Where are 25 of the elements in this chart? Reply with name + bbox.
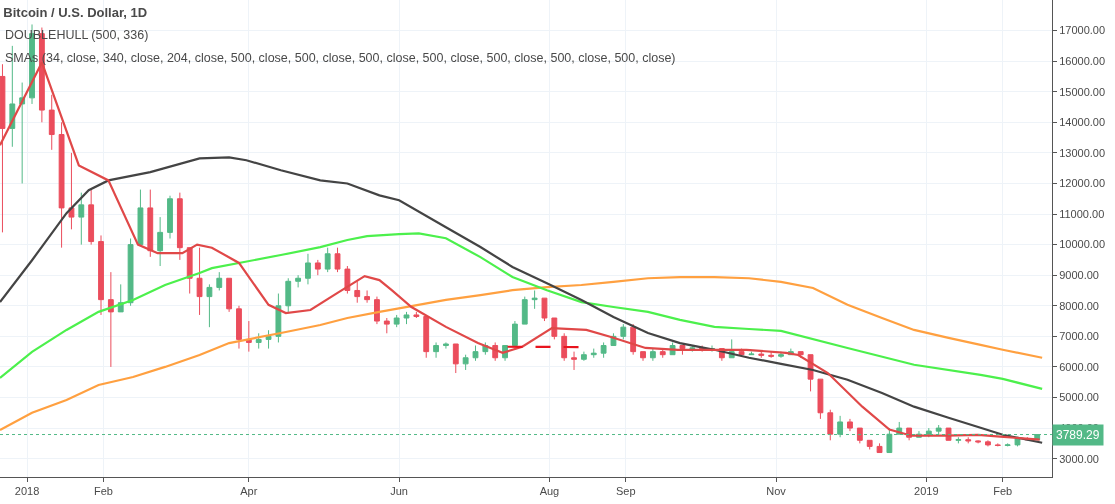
y-tick-label: 5000.00 [1059,391,1099,404]
y-tick-label: 7000.00 [1059,330,1099,343]
ref-line-label: 3789.29 [1056,428,1100,442]
x-tick-label: 2019 [914,485,939,498]
y-tick-label: 8000.00 [1059,299,1099,312]
y-tick-label: 16000.00 [1059,55,1106,67]
x-tick-label: Feb [993,485,1013,498]
x-tick-label: Nov [766,485,787,498]
y-tick-label: 6000.00 [1059,360,1099,373]
y-tick-label: 10000.00 [1059,238,1106,251]
y-tick-label: 14000.00 [1059,116,1106,129]
y-tick-label: 9000.00 [1059,269,1099,282]
y-tick-label: 17000.00 [1059,24,1106,37]
x-tick-label: 2018 [14,485,40,498]
chart-title: Bitcoin / U.S. Dollar, 1D [3,4,148,20]
x-tick-label: Aug [539,485,560,498]
x-tick-label: Sep [615,485,636,498]
y-tick-label: 13000.00 [1059,146,1106,159]
x-tick-label: Jun [390,485,408,498]
x-tick-label: Feb [94,485,113,498]
y-tick-label: 3000.00 [1059,452,1099,465]
y-tick-label: 11000.00 [1059,207,1105,220]
x-tick-label: Apr [240,485,258,498]
y-tick-label: 15000.00 [1059,85,1106,98]
y-tick-label: 12000.00 [1059,177,1106,190]
